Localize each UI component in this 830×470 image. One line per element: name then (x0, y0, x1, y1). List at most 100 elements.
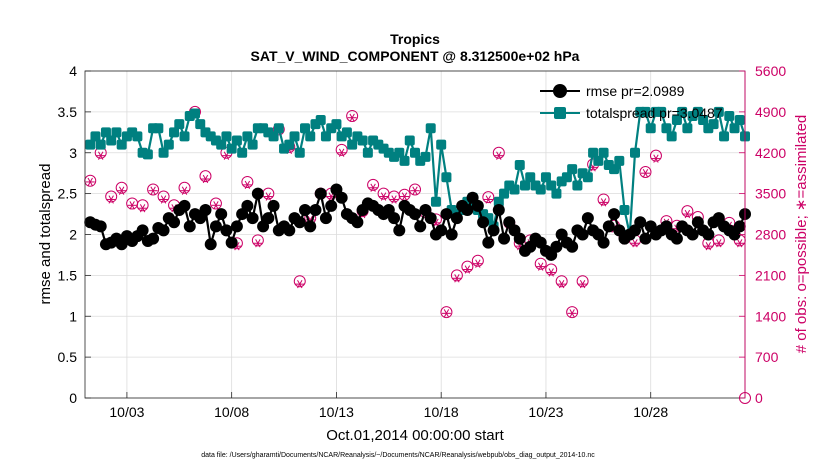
totalspread-point (713, 106, 724, 117)
totalspread-point (671, 115, 682, 126)
y-tick-label: 0.5 (58, 349, 78, 365)
rmse-point (293, 216, 306, 229)
totalspread-point (362, 147, 373, 158)
obs-assimilated-marker (703, 242, 713, 251)
legend-rmse-label: rmse pr=2.0989 (586, 83, 685, 99)
asterisk-stroke (139, 204, 146, 213)
obs-possible-marker (293, 275, 306, 288)
obs-possible-marker (241, 175, 254, 188)
totalspread-point (567, 164, 578, 175)
rmse-point (409, 208, 421, 221)
totalspread-point (226, 143, 237, 154)
asterisk-stroke (213, 201, 219, 210)
totalspread-point (540, 172, 551, 183)
obs-possible-marker (409, 183, 421, 196)
totalspread-point (347, 139, 358, 150)
obs-possible-marker (136, 199, 149, 212)
obs-assimilated-marker (599, 198, 609, 207)
totalspread-point (404, 135, 415, 146)
obs-assimilated-marker (400, 192, 410, 201)
obs-assimilated-marker (735, 239, 745, 248)
totalspread-point (708, 119, 719, 130)
obs-assimilated-marker (200, 174, 210, 184)
rmse-point (147, 232, 160, 245)
totalspread-point (551, 188, 562, 199)
rmse-point (199, 203, 212, 216)
y2-tick-label: 0 (755, 390, 763, 406)
totalspread-point (593, 155, 604, 166)
obs-possible-marker (440, 306, 453, 319)
obs-assimilated-marker (117, 186, 127, 195)
totalspread-point (719, 131, 730, 142)
totalspread-point (630, 147, 640, 158)
obs-assimilated-marker (546, 268, 556, 277)
asterisk-stroke (401, 192, 408, 201)
rmse-point (702, 228, 715, 241)
asterisk-stroke (485, 195, 492, 204)
rmse-point (597, 236, 610, 249)
y2-axis-label: # of obs: o=possible; ∗=assimilated (793, 115, 810, 354)
totalspread-point (100, 127, 111, 138)
obs-assimilated-marker (483, 195, 493, 204)
totalspread-point (331, 119, 342, 130)
totalspread-point (514, 160, 525, 171)
rmse-point (492, 203, 505, 216)
obs-possible-marker (105, 190, 118, 203)
x-tick-label: 10/08 (214, 404, 249, 420)
rmse-point (670, 232, 683, 245)
asterisk-stroke (181, 186, 188, 195)
asterisk-stroke (412, 186, 418, 195)
asterisk-stroke (234, 242, 240, 251)
asterisk-stroke (632, 239, 638, 248)
obs-possible-marker (545, 263, 558, 276)
totalspread-point (90, 131, 101, 142)
y-tick-label: 3 (69, 145, 77, 161)
obs-possible-marker (712, 234, 725, 247)
rmse-point (178, 199, 191, 212)
legend-totalspread-label: totalspread pr=3.0487 (586, 105, 723, 121)
x-tick-label: 10/18 (424, 404, 459, 420)
totalspread-point (509, 184, 520, 195)
asterisk-stroke (129, 201, 135, 210)
obs-possible-marker (251, 234, 264, 247)
obs-possible-marker (492, 146, 505, 159)
obs-assimilated-marker (253, 239, 263, 248)
asterisk-stroke (338, 148, 345, 157)
rmse-point (225, 236, 238, 249)
totalspread-point (95, 139, 106, 150)
rmse-point (314, 187, 327, 200)
totalspread-point (163, 139, 174, 150)
rmse-point (498, 232, 511, 245)
totalspread-point (645, 123, 656, 134)
obs-assimilated-marker (138, 204, 148, 213)
asterisk-stroke (716, 239, 722, 248)
obs-possible-marker (576, 275, 589, 288)
y2-tick-label: 1400 (755, 308, 786, 324)
totalspread-point (85, 139, 96, 150)
x-tick-label: 10/13 (319, 404, 354, 420)
totalspread-point (682, 123, 693, 134)
totalspread-point (284, 139, 295, 150)
obs-assimilated-marker (211, 201, 221, 210)
obs-possible-marker (450, 269, 463, 282)
totalspread-point (169, 127, 180, 138)
y-tick-label: 4 (69, 63, 77, 79)
totalspread-point (535, 184, 546, 195)
rmse-point (450, 212, 463, 225)
totalspread-point (520, 180, 530, 191)
totalspread-point (724, 110, 735, 121)
asterisk-stroke (737, 239, 743, 248)
totalspread-point (116, 139, 127, 150)
rmse-point (566, 240, 579, 253)
rmse-point (550, 240, 563, 253)
obs-possible-marker (335, 143, 348, 156)
asterisk-stroke (558, 279, 565, 289)
totalspread-point (237, 147, 248, 158)
totalspread-point (525, 172, 536, 183)
totalspread-point (132, 131, 143, 142)
obs-possible-marker (649, 149, 662, 162)
obs-assimilated-marker (159, 195, 169, 204)
y2-tick-label: 4900 (755, 104, 786, 120)
legend-rmse-marker (553, 84, 567, 98)
chart-title: Tropics (390, 31, 440, 47)
